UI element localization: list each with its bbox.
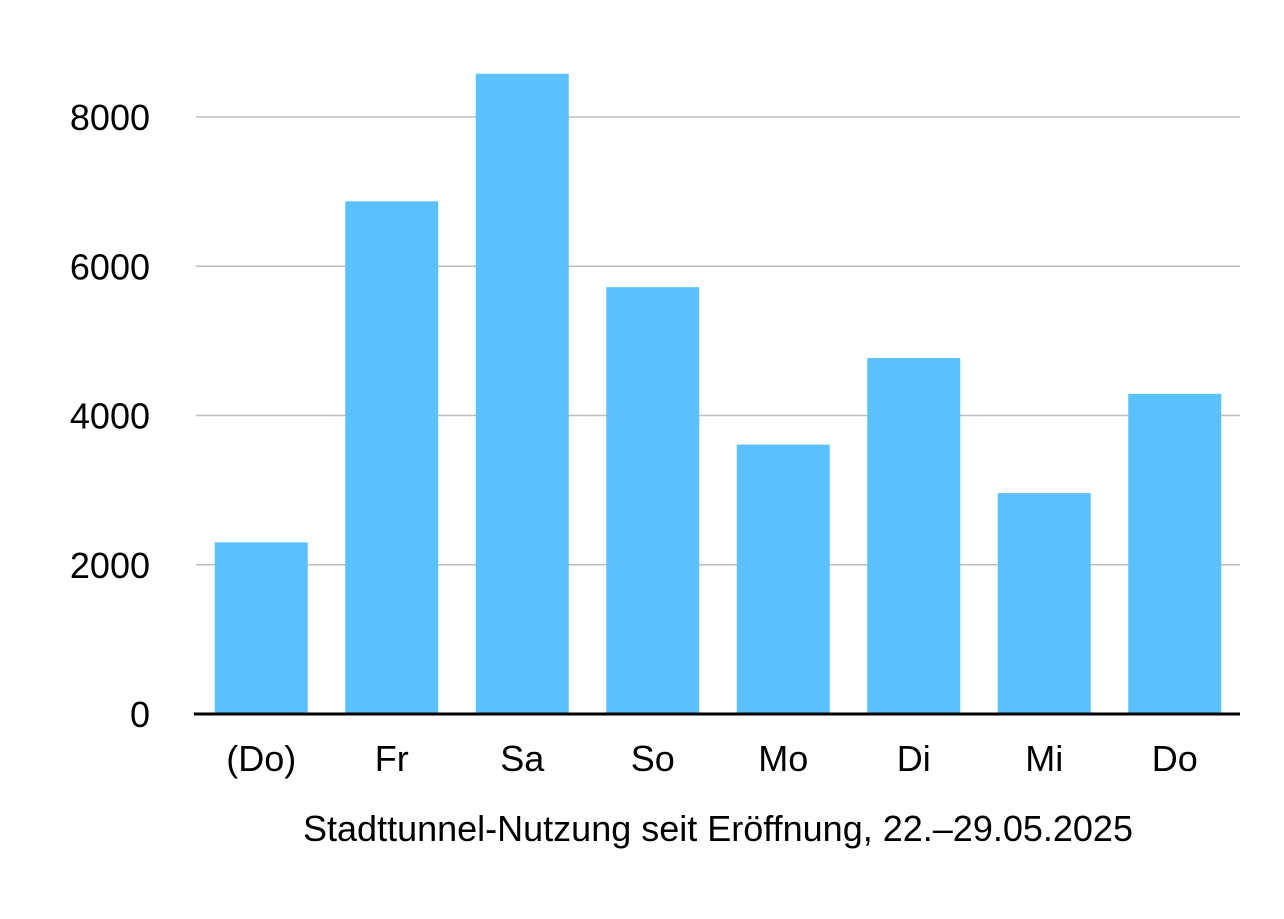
bar [345, 201, 439, 715]
bar [606, 287, 700, 714]
y-tick-labels: 0 2000 4000 6000 8000 [70, 97, 150, 735]
y-tick-label: 2000 [70, 545, 150, 586]
y-tick-label: 4000 [70, 396, 150, 437]
x-tick-label: So [631, 738, 675, 779]
y-tick-label: 0 [130, 694, 150, 735]
x-axis-label: Stadttunnel-Nutzung seit Eröffnung, 22.–… [303, 808, 1133, 849]
x-tick-labels: (Do) Fr Sa So Mo Di Mi Do [226, 738, 1198, 779]
x-tick-label: Mo [758, 738, 808, 779]
bar [214, 542, 308, 714]
y-tick-label: 6000 [70, 246, 150, 287]
y-tick-label: 8000 [70, 97, 150, 138]
bar [475, 73, 569, 714]
bar [867, 358, 961, 714]
x-tick-label: Do [1152, 738, 1198, 779]
x-tick-label: Fr [375, 738, 409, 779]
x-tick-label: Mi [1025, 738, 1063, 779]
bars [214, 73, 1222, 715]
x-tick-label: (Do) [226, 738, 296, 779]
x-tick-label: Sa [500, 738, 545, 779]
bar [736, 444, 830, 714]
bar [1128, 393, 1222, 714]
bar [997, 493, 1091, 714]
x-tick-label: Di [897, 738, 931, 779]
